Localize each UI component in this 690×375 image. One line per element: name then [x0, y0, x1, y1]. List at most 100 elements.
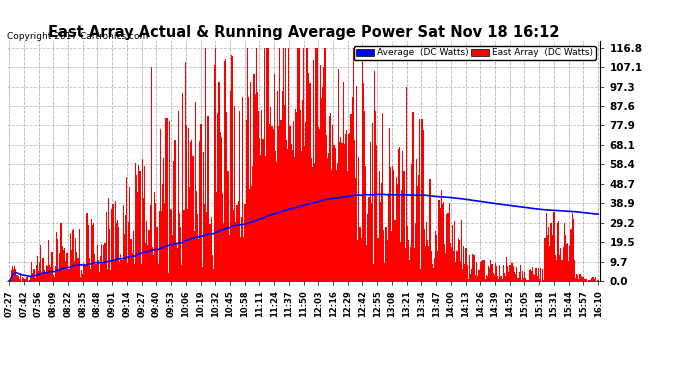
Bar — [344, 144, 345, 281]
Bar — [433, 268, 434, 281]
Bar — [491, 264, 493, 281]
Bar — [540, 268, 541, 281]
Bar — [542, 269, 543, 281]
Bar — [438, 200, 440, 281]
Bar — [532, 267, 533, 281]
Bar — [511, 263, 512, 281]
Bar — [125, 215, 126, 281]
Bar — [201, 267, 203, 281]
Bar — [502, 279, 503, 281]
Bar — [196, 190, 197, 281]
Bar — [55, 266, 56, 281]
Bar — [507, 266, 509, 281]
Bar — [136, 175, 137, 281]
Bar — [54, 278, 55, 281]
Bar — [108, 198, 109, 281]
Bar — [566, 244, 567, 281]
Bar — [70, 251, 72, 281]
Bar — [426, 222, 427, 281]
Bar — [50, 267, 52, 281]
Bar — [246, 48, 248, 281]
Bar — [585, 279, 586, 281]
Bar — [22, 277, 23, 281]
Bar — [444, 244, 445, 281]
Bar — [310, 82, 311, 281]
Bar — [504, 273, 505, 281]
Bar — [457, 238, 459, 281]
Bar — [442, 204, 443, 281]
Bar — [319, 129, 320, 281]
Text: Copyright 2017 Cartronics.com: Copyright 2017 Cartronics.com — [7, 32, 148, 41]
Bar — [484, 279, 486, 281]
Bar — [487, 276, 488, 281]
Bar — [523, 278, 524, 281]
Bar — [533, 274, 534, 281]
Bar — [463, 246, 464, 281]
Bar — [187, 209, 188, 281]
Bar — [98, 260, 99, 281]
Bar — [232, 56, 233, 281]
Bar — [311, 158, 312, 281]
Bar — [172, 236, 173, 281]
Bar — [72, 230, 73, 281]
Bar — [107, 269, 108, 281]
Bar — [313, 60, 315, 281]
Bar — [47, 266, 48, 281]
Bar — [134, 264, 135, 281]
Bar — [109, 230, 110, 281]
Legend: Average  (DC Watts), East Array  (DC Watts): Average (DC Watts), East Array (DC Watts… — [353, 46, 595, 60]
Bar — [249, 189, 250, 281]
Bar — [557, 223, 558, 281]
Bar — [446, 214, 447, 281]
Bar — [92, 225, 93, 281]
Bar — [315, 48, 317, 281]
Bar — [188, 128, 189, 281]
Bar — [40, 245, 41, 281]
Bar — [276, 162, 277, 281]
Bar — [209, 224, 210, 281]
Bar — [335, 148, 336, 281]
Bar — [571, 213, 573, 281]
Bar — [372, 123, 373, 281]
Bar — [129, 188, 130, 281]
Bar — [148, 230, 150, 281]
Bar — [312, 167, 313, 281]
Bar — [431, 251, 432, 281]
Bar — [384, 263, 386, 281]
Bar — [402, 151, 404, 281]
Bar — [306, 48, 308, 281]
Bar — [437, 251, 438, 281]
Bar — [20, 276, 21, 281]
Bar — [555, 260, 557, 281]
Bar — [258, 111, 259, 281]
Bar — [347, 171, 348, 281]
Bar — [237, 201, 239, 281]
Bar — [366, 245, 367, 281]
Bar — [268, 48, 269, 281]
Bar — [204, 204, 205, 281]
Bar — [505, 276, 506, 281]
Bar — [117, 220, 118, 281]
Bar — [57, 239, 58, 281]
Bar — [497, 276, 498, 281]
Bar — [223, 223, 224, 281]
Bar — [36, 265, 37, 281]
Bar — [447, 213, 448, 281]
Bar — [589, 280, 591, 281]
Bar — [214, 65, 215, 281]
Bar — [434, 258, 435, 281]
Bar — [559, 255, 560, 281]
Bar — [595, 278, 596, 281]
Bar — [186, 124, 187, 281]
Bar — [45, 273, 46, 281]
Bar — [320, 65, 321, 281]
Bar — [297, 48, 299, 281]
Bar — [337, 162, 338, 281]
Bar — [39, 262, 40, 281]
Bar — [478, 270, 479, 281]
Bar — [392, 166, 393, 281]
Bar — [513, 266, 514, 281]
Bar — [357, 240, 358, 281]
Bar — [285, 48, 286, 281]
Bar — [452, 225, 453, 281]
